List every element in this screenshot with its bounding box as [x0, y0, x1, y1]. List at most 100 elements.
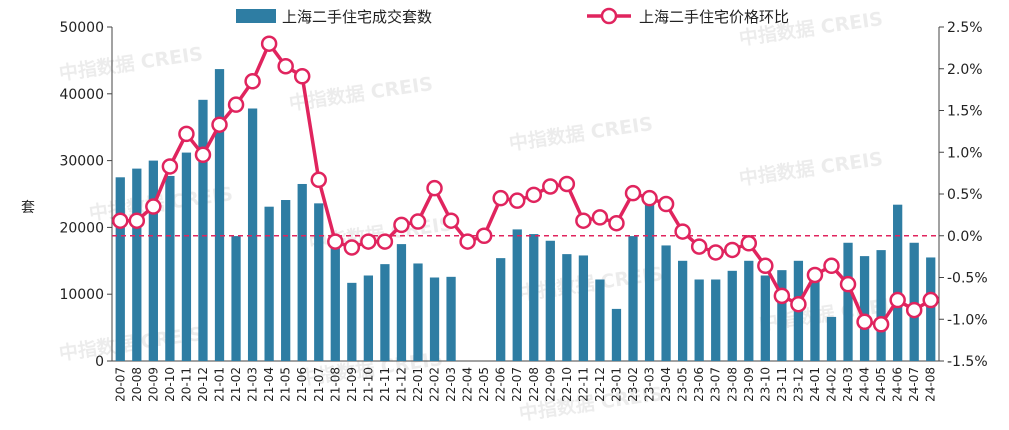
bar — [545, 240, 555, 361]
bar — [247, 108, 258, 361]
bar — [314, 203, 324, 361]
price-change-point — [657, 195, 675, 213]
price-change-point — [674, 223, 691, 240]
x-tick-label: 21-04 — [262, 367, 276, 402]
bar — [595, 279, 605, 361]
x-tick-label: 21-05 — [279, 367, 293, 402]
price-change-point — [327, 233, 344, 250]
bar — [380, 264, 390, 361]
x-tick-label: 23-12 — [791, 367, 805, 402]
price-change-point — [244, 73, 261, 90]
bar — [694, 279, 704, 361]
price-change-point — [211, 116, 228, 133]
y2-tick-label: -1.0% — [947, 312, 988, 328]
y2-tick-label: 1.0% — [947, 145, 983, 161]
x-tick-label: 22-10 — [560, 367, 574, 402]
y-axis-label: 套 — [21, 200, 35, 216]
x-tick-label: 22-02 — [428, 367, 442, 402]
x-tick-label: 24-05 — [874, 367, 888, 402]
bar — [926, 257, 936, 361]
watermark-text: 中指数据 CREIS — [737, 147, 884, 190]
x-tick-label: 21-02 — [229, 367, 243, 402]
x-tick-label: 22-03 — [444, 367, 458, 402]
bar — [413, 263, 423, 361]
bar — [677, 260, 688, 361]
x-tick-label: 22-12 — [593, 367, 607, 402]
price-change-point — [856, 313, 873, 331]
price-change-point — [343, 239, 361, 256]
x-tick-label: 22-08 — [527, 367, 541, 402]
x-tick-label: 22-01 — [411, 367, 425, 402]
bar — [826, 316, 837, 361]
x-tick-label: 21-08 — [328, 367, 342, 402]
price-change-point — [112, 212, 129, 229]
bar — [661, 245, 671, 361]
bar — [859, 256, 870, 361]
y2-tick-label: -1.5% — [947, 354, 988, 370]
bar — [810, 279, 820, 361]
price-change-point — [128, 212, 146, 229]
x-tick-label: 24-08 — [924, 367, 938, 402]
x-tick-label: 21-03 — [246, 367, 260, 402]
price-change-point — [905, 301, 923, 319]
price-change-point — [690, 238, 708, 255]
legend-bar-swatch — [236, 9, 276, 23]
price-change-point — [161, 158, 179, 175]
bar — [297, 183, 307, 361]
price-change-point — [360, 233, 377, 250]
bar — [727, 270, 737, 361]
x-tick-label: 23-03 — [643, 367, 657, 402]
bar — [876, 250, 886, 361]
price-change-point — [426, 179, 443, 197]
x-tick-label: 23-08 — [725, 367, 739, 402]
legend-line-label: 上海二手住宅价格环比 — [639, 8, 789, 26]
x-tick-label: 21-07 — [312, 367, 326, 402]
bar — [148, 160, 158, 361]
x-tick-label: 23-07 — [709, 367, 723, 402]
bar — [115, 177, 125, 361]
x-tick-label: 24-01 — [808, 367, 822, 402]
x-tick-label: 24-06 — [891, 367, 905, 402]
bar — [512, 229, 522, 361]
x-tick-label: 20-08 — [130, 367, 144, 402]
bar — [628, 236, 638, 361]
price-change-point — [393, 216, 410, 234]
bar — [198, 99, 208, 361]
bar — [496, 258, 506, 361]
bar — [893, 204, 903, 361]
price-change-point — [922, 291, 939, 309]
y-tick-label: 30000 — [59, 154, 104, 170]
x-tick-label: 21-11 — [378, 367, 392, 402]
bar — [363, 275, 374, 361]
price-change-point — [608, 214, 625, 232]
price-change-point — [790, 295, 807, 313]
price-change-point — [823, 257, 840, 275]
bar — [132, 168, 142, 361]
y2-tick-label: 2.5% — [947, 20, 983, 36]
price-change-point — [475, 227, 493, 244]
x-tick-label: 22-11 — [576, 367, 590, 402]
bar — [777, 270, 787, 361]
x-tick-label: 23-11 — [775, 367, 789, 402]
y-tick-label: 40000 — [59, 87, 104, 103]
x-tick-label: 21-06 — [295, 367, 309, 402]
price-change-point — [839, 275, 857, 293]
x-tick-label: 22-09 — [543, 367, 557, 402]
price-change-point — [442, 212, 460, 229]
bar — [744, 260, 754, 361]
price-change-point — [872, 316, 890, 333]
bar — [562, 254, 572, 361]
price-change-point — [293, 68, 311, 85]
x-tick-label: 22-04 — [461, 367, 475, 402]
price-change-point — [492, 189, 509, 207]
watermark-text: 中指数据 CREIS — [507, 112, 654, 155]
price-change-point — [558, 175, 576, 193]
price-change-point — [459, 233, 476, 250]
watermark-text: 中指数据 CREIS — [57, 42, 204, 85]
x-tick-label: 23-05 — [676, 367, 690, 402]
y2-tick-label: 2.0% — [947, 62, 983, 78]
x-tick-label: 20-10 — [163, 367, 177, 402]
x-tick-label: 21-09 — [345, 367, 359, 402]
